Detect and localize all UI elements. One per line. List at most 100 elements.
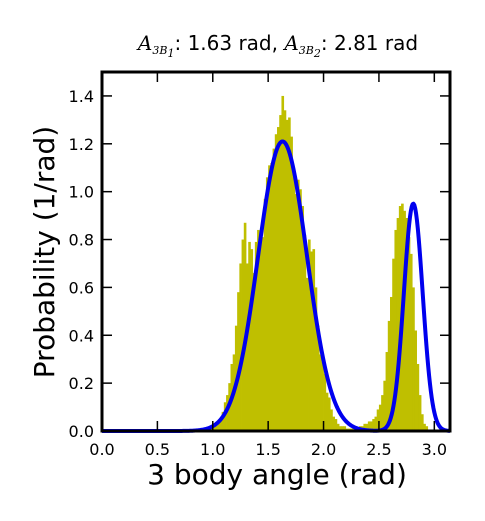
histogram-bar: [272, 148, 276, 431]
histogram-bar: [367, 421, 371, 431]
histogram-bar: [221, 411, 225, 431]
histogram-bar: [310, 251, 313, 431]
histogram-bar: [363, 423, 367, 431]
histogram-bar: [279, 115, 282, 431]
histogram-bar: [259, 241, 262, 431]
histogram-bar: [407, 237, 411, 431]
histogram-bar: [327, 397, 331, 431]
histogram-bar: [392, 258, 395, 431]
histogram-bar: [288, 117, 291, 432]
histogram-bar: [248, 241, 251, 431]
histogram-bar: [381, 395, 384, 431]
histogram-bar: [416, 363, 420, 431]
title-value-1: : 1.63 rad,: [174, 31, 284, 55]
title-subsub-1: 1: [167, 47, 174, 60]
histogram-bar: [265, 177, 269, 431]
histogram-bar: [421, 414, 424, 431]
histogram-bar: [237, 292, 240, 431]
histogram-bar: [268, 165, 271, 431]
histogram-bar: [412, 287, 415, 431]
histogram-bar: [299, 189, 302, 431]
y-tick-label: 0.2: [69, 374, 94, 393]
histogram-bar: [403, 210, 406, 431]
histogram-bar: [252, 273, 256, 431]
axis-ticks: [101, 72, 450, 432]
histogram-bar: [261, 237, 265, 431]
x-tick-labels: 0.0 0.5 1.0 1.5 2.0 2.5 3.0: [89, 440, 447, 459]
histogram-bar: [330, 409, 333, 431]
histogram-bar: [394, 229, 398, 431]
histogram-bar: [332, 416, 336, 431]
y-tick-label: 1.0: [69, 183, 94, 202]
histogram-bar: [425, 426, 429, 431]
histogram-bar: [418, 395, 422, 431]
plot-frame: [100, 70, 452, 433]
histogram-bar: [217, 421, 220, 431]
histogram-bar: [294, 194, 298, 431]
histogram-bar: [374, 416, 378, 431]
histogram-bar: [283, 110, 287, 431]
y-tick-label: 1.4: [69, 87, 94, 106]
title-symbol-2: A: [282, 31, 298, 55]
histogram-bar: [325, 392, 329, 431]
histogram-bar: [246, 263, 249, 431]
histogram-bar: [323, 373, 327, 431]
title-subsub-2: 2: [313, 47, 321, 60]
histogram-bar: [341, 426, 344, 431]
histogram-bar: [281, 95, 285, 431]
histogram-bar: [378, 404, 382, 431]
y-tick-label: 0.8: [69, 231, 94, 250]
y-tick-label: 0.4: [69, 326, 94, 345]
histogram-bar: [250, 249, 254, 431]
x-tick-label: 3.0: [422, 440, 447, 459]
x-tick-label: 1.5: [255, 440, 280, 459]
histogram-bar: [314, 287, 318, 431]
histogram-bar: [365, 423, 369, 431]
histogram-bar: [212, 426, 216, 431]
histogram-bar: [292, 177, 296, 431]
histogram-bar: [219, 419, 223, 431]
histogram-bar: [257, 229, 260, 431]
histogram-bar: [336, 423, 340, 431]
histogram-bar: [423, 423, 426, 431]
histogram-bar: [409, 253, 413, 431]
histogram-bar: [396, 217, 400, 431]
histogram-bar: [372, 419, 375, 431]
histogram-bar: [308, 239, 311, 431]
histogram-bar: [316, 325, 320, 431]
y-axis-label: Probability (1/rad): [28, 126, 61, 378]
histogram-bar: [339, 426, 342, 431]
histogram-bar: [239, 263, 242, 431]
x-tick-label: 1.0: [200, 440, 225, 459]
title-sub-1: 3B: [152, 44, 167, 57]
histogram-bar: [383, 380, 386, 431]
x-axis-label: 3 body angle (rad): [147, 458, 407, 491]
histogram-bar: [414, 330, 417, 431]
histogram-bar: [254, 241, 258, 431]
x-tick-label: 2.0: [311, 440, 336, 459]
histogram-bar: [301, 206, 305, 431]
histogram-bar: [303, 234, 307, 431]
y-tick-label: 0.0: [69, 422, 94, 441]
histogram-bar: [370, 421, 373, 431]
histogram-bar: [312, 249, 316, 431]
histogram-bar: [285, 119, 289, 431]
histogram-bar: [241, 239, 245, 431]
x-tick-label: 0.0: [89, 440, 114, 459]
y-tick-label: 0.6: [69, 278, 94, 297]
histogram-bar: [214, 423, 218, 431]
histogram-bar: [390, 296, 393, 431]
histogram-bar: [321, 361, 324, 431]
histogram-bar: [319, 354, 322, 431]
y-tick-label: 1.2: [69, 135, 94, 154]
histogram-bar: [243, 222, 247, 431]
histogram-bar: [263, 198, 267, 431]
histogram-bar: [385, 352, 389, 431]
histogram-bar: [376, 409, 380, 431]
title-sub-2: 3B: [299, 44, 314, 57]
histogram-bar: [274, 134, 278, 431]
histogram-bar: [277, 127, 280, 432]
histogram-bar: [405, 217, 409, 431]
chart-title: A3B1: 1.63 rad, A3B2: 2.81 rad: [136, 31, 418, 60]
